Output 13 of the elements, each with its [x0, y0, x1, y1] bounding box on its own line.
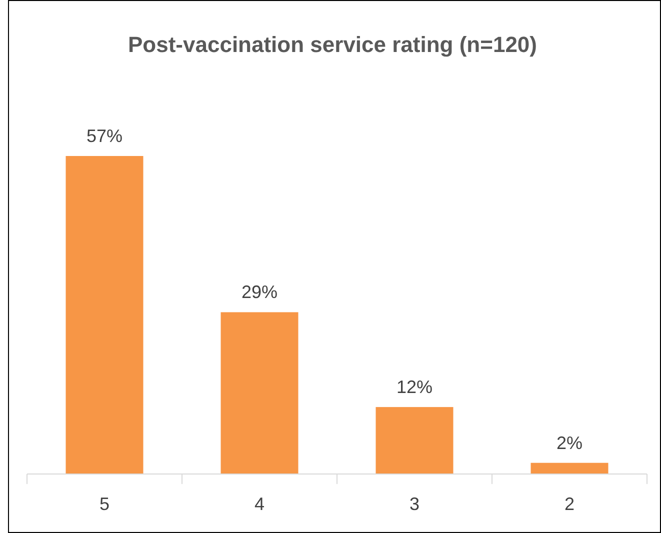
- data-label: 29%: [241, 282, 278, 302]
- data-label: 57%: [86, 126, 123, 146]
- bar: [530, 462, 608, 474]
- bar: [376, 407, 454, 474]
- bar: [220, 312, 298, 474]
- x-tick-label: 5: [99, 494, 110, 514]
- bar: [66, 156, 144, 474]
- x-tick-label: 4: [254, 494, 265, 514]
- x-tick-label: 2: [564, 494, 575, 514]
- data-label: 2%: [556, 432, 583, 453]
- x-tick-label: 3: [409, 494, 420, 514]
- chart-title: Post-vaccination service rating (n=120): [128, 32, 537, 57]
- data-label: 12%: [396, 377, 433, 398]
